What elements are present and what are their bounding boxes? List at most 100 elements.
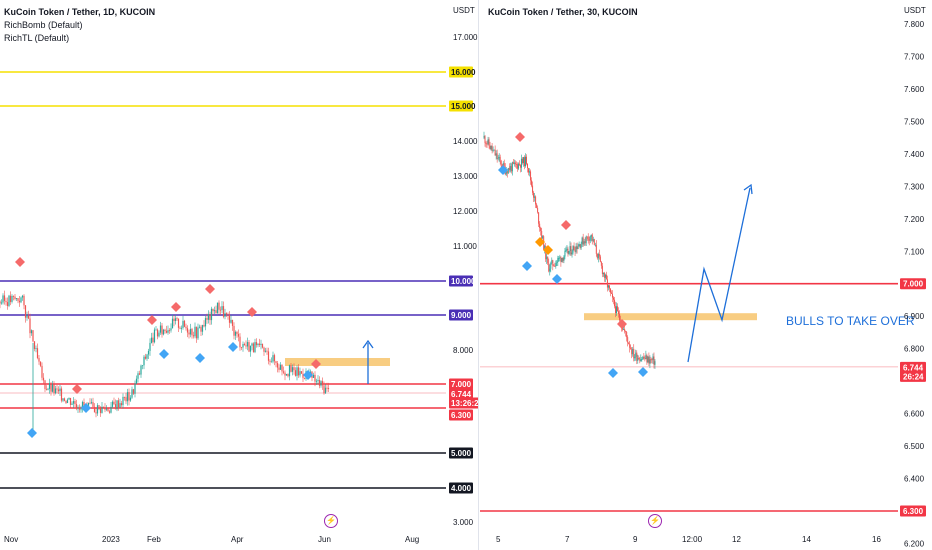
candle-body <box>642 356 644 360</box>
price-unit: USDT <box>453 6 475 15</box>
chart-daily-canvas[interactable]: 17.000 14.000 13.000 12.000 11.000 8.000 3.000… <box>0 0 478 550</box>
candle-body <box>563 256 565 261</box>
signal-marker <box>171 302 181 312</box>
candle-body <box>185 326 187 329</box>
candle-body <box>643 356 645 359</box>
candle-body <box>168 330 171 332</box>
resistance-zone <box>285 358 390 366</box>
indicator-label: RichTL (Default) <box>4 33 70 43</box>
candle-body <box>546 256 548 260</box>
candle-body <box>535 196 537 205</box>
chart-30m-canvas[interactable]: BULLS TO TAKE OVER 7.800 7.700 7.600 7.500 7.… <box>480 0 932 550</box>
candle-body <box>491 145 493 151</box>
candle-body <box>233 325 235 336</box>
candle-body <box>126 392 129 402</box>
price-tag-label: 6.744 <box>903 363 924 372</box>
candle-body <box>249 345 252 352</box>
candle-body <box>552 260 554 266</box>
chart-header: KuCoin Token / Tether, 1D, KUCOIN RichBo… <box>4 6 155 45</box>
candle-body <box>565 249 567 251</box>
candle-body <box>15 298 18 299</box>
candle-body <box>505 171 507 175</box>
candle-body <box>182 320 184 328</box>
candle-body <box>551 260 553 264</box>
candle-body <box>580 243 582 248</box>
candle-body <box>90 402 93 404</box>
annotation-text: BULLS TO TAKE OVER <box>786 314 915 328</box>
resistance-zone <box>584 313 757 321</box>
chart-panel-30m[interactable]: BULLS TO TAKE OVER 7.800 7.700 7.600 7.500 7.… <box>480 0 932 550</box>
candle-body <box>631 349 633 355</box>
time-tick-label: 5 <box>496 535 501 544</box>
signal-marker <box>228 342 238 352</box>
candle-body <box>119 403 121 408</box>
candle-body <box>556 261 558 263</box>
price-tag <box>449 397 478 409</box>
candle-body <box>234 331 237 336</box>
candle-body <box>531 180 533 186</box>
candle-body <box>32 330 34 342</box>
candle-body <box>653 356 655 365</box>
candle-body <box>571 252 573 255</box>
candle-body <box>614 299 616 307</box>
price-tick-label: 6.500 <box>904 442 925 451</box>
price-tick-label: 14.000 <box>453 137 478 146</box>
candle-body <box>590 234 592 237</box>
candle-body <box>518 163 520 165</box>
candle-body <box>173 318 175 322</box>
price-tag-label: 7.000 <box>903 280 924 289</box>
candle-body <box>222 306 225 317</box>
candle-body <box>588 239 590 241</box>
candle-body <box>641 359 643 360</box>
candle-body <box>539 223 541 229</box>
candle-body <box>632 348 634 355</box>
candle-body <box>53 384 55 394</box>
candle-body <box>486 143 488 145</box>
candle-body <box>630 347 632 350</box>
candle-body <box>9 295 12 302</box>
price-tick-label: 12.000 <box>453 207 478 216</box>
signal-marker <box>247 307 257 317</box>
candle-body <box>582 237 584 245</box>
candle-body <box>569 246 571 252</box>
candle-body <box>649 359 651 364</box>
candle-body <box>327 388 330 389</box>
candle-body <box>596 253 598 259</box>
candle-body <box>315 380 318 382</box>
signal-marker <box>515 132 525 142</box>
candle-body <box>624 329 626 332</box>
candle-body <box>613 297 615 300</box>
candle-body <box>186 328 189 333</box>
candle-body <box>559 257 561 259</box>
candle-body <box>11 295 13 302</box>
candle-body <box>483 136 485 138</box>
time-tick-label: 14 <box>802 535 811 544</box>
candle-body <box>248 342 250 352</box>
price-tag-label: 26:24 <box>903 372 924 381</box>
candle-body <box>598 254 600 257</box>
candle-body <box>498 156 500 159</box>
candle-body <box>33 341 36 349</box>
candle-body <box>533 192 535 198</box>
chart-panel-daily[interactable]: 17.000 14.000 13.000 12.000 11.000 8.000 3.000… <box>0 0 479 550</box>
price-tick-label: 7.400 <box>904 150 925 159</box>
projection-arrow <box>687 187 751 363</box>
lightning-icon[interactable]: ⚡ <box>324 514 338 528</box>
candle-body <box>507 168 509 174</box>
candle-body <box>648 356 650 364</box>
signal-marker <box>561 220 571 230</box>
candle-body <box>522 157 524 164</box>
price-tag-label: 9.000 <box>451 311 472 320</box>
candle-body <box>485 143 487 144</box>
chart-title: KuCoin Token / Tether, 1D, KUCOIN <box>4 7 156 17</box>
candle-body <box>270 361 273 363</box>
candle-body <box>110 406 112 413</box>
candle-body <box>59 388 61 392</box>
candle-body <box>194 326 196 337</box>
candle-body <box>638 357 640 360</box>
candle-body <box>189 328 192 335</box>
lightning-icon[interactable]: ⚡ <box>648 514 662 528</box>
candle-body <box>554 265 556 267</box>
signal-marker <box>15 257 25 267</box>
candle-body <box>605 274 607 280</box>
